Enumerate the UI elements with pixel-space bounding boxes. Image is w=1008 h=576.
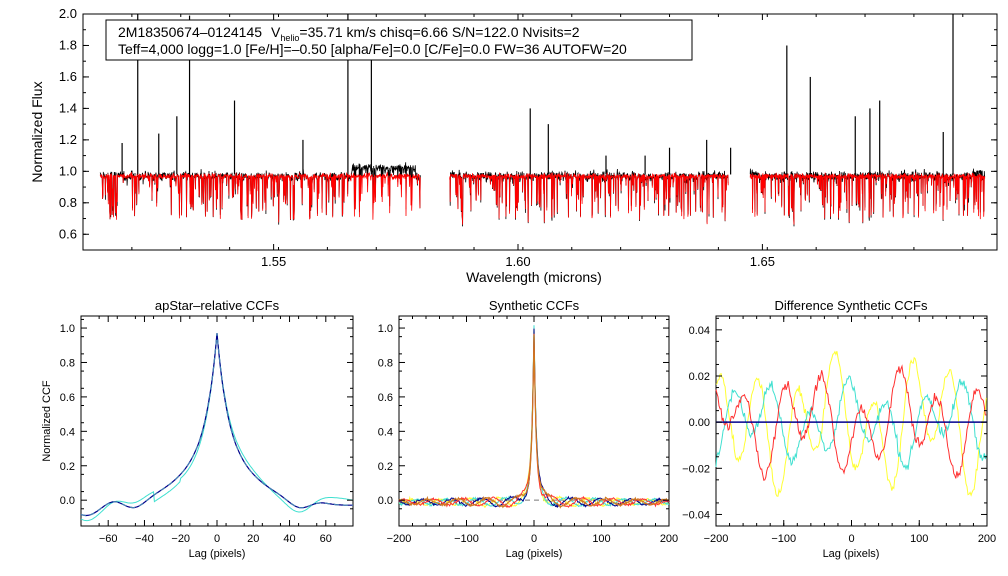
combined-ccf-line [80, 333, 353, 517]
difference-ccf-panel: −200 −100 0 100 200 −0.04 −0.02 0.00 0.02 0.04 Di… [682, 298, 996, 560]
x-tick-label: 0 [531, 533, 537, 545]
spectrum-frame [82, 13, 998, 251]
y-tick-label: 0.2 [60, 461, 75, 473]
x-tick-label: 1.65 [750, 254, 775, 269]
difference-ccf-frame [715, 315, 988, 527]
visit-2-ccf-line [80, 333, 354, 522]
y-tick-label: 1.0 [378, 323, 393, 335]
model-spectrum-line [449, 172, 729, 225]
apstar-ccf-x-label: Lag (pixels) [189, 548, 246, 560]
y-tick-label: 1.6 [59, 69, 77, 84]
info-line-1: 2M18350674–0124145 Vhelio=35.71 km/s chis… [118, 24, 580, 43]
visit-3-diff-line [715, 350, 987, 497]
apstar-ccf-axes: −60 −40 −20 0 20 40 60 0.0 0.2 0.4 0.6 0.8 1.0 [60, 316, 354, 545]
x-tick-label: 0 [214, 533, 220, 545]
spectrum-axes: 1.55 1.60 1.65 0.6 0.8 1.0 1.2 1.4 1.6 1.8 2.0 [59, 6, 997, 269]
x-tick-label: −60 [99, 533, 118, 545]
y-tick-label: 0.0 [60, 495, 75, 507]
y-tick-label: 0.0 [378, 495, 393, 507]
x-tick-label: 200 [978, 533, 996, 545]
model-spectrum-line [99, 171, 421, 223]
spectrum-chip-3-lines [749, 168, 986, 227]
y-tick-label: 1.0 [59, 163, 77, 178]
x-tick-label: 60 [320, 533, 332, 545]
model-spectrum-line [749, 172, 986, 225]
x-tick-label: −20 [171, 533, 190, 545]
x-tick-label: −200 [387, 533, 412, 545]
spectrum-x-label: Wavelength (microns) [466, 269, 602, 285]
y-tick-label: 0.00 [689, 417, 710, 429]
apstar-ccf-frame [80, 315, 354, 527]
y-tick-label: 0.04 [689, 325, 710, 337]
visit-1-ccf-line [80, 333, 353, 517]
mean-ccf-line [398, 335, 670, 509]
y-tick-label: 1.8 [59, 37, 77, 52]
observed-spectrum-line [99, 162, 421, 225]
difference-ccf-lines [715, 350, 987, 497]
x-tick-label: −200 [704, 533, 729, 545]
x-tick-label: −100 [771, 533, 796, 545]
y-tick-label: 0.4 [378, 426, 393, 438]
y-tick-label: 2.0 [59, 6, 77, 21]
synthetic-ccf-lines [398, 325, 670, 509]
x-tick-label: 1.60 [505, 254, 530, 269]
difference-ccf-x-label: Lag (pixels) [823, 548, 880, 560]
y-tick-label: 1.4 [59, 100, 77, 115]
y-tick-label: 0.6 [60, 392, 75, 404]
x-tick-label: 200 [660, 533, 678, 545]
apstar-ccf-lines [80, 333, 354, 522]
visit-4-ccf-line [398, 333, 670, 509]
spectrum-panel: 1.55 1.60 1.65 0.6 0.8 1.0 1.2 1.4 1.6 1.8 2.0 2M1… [29, 6, 998, 285]
y-tick-label: −0.04 [682, 509, 710, 521]
spectrum-chip-1-lines [99, 162, 421, 225]
info-line-2: Teff=4,000 logg=1.0 [Fe/H]=–0.50 [alpha/… [118, 41, 627, 57]
spectrum-y-label: Normalized Flux [29, 81, 45, 182]
synthetic-ccf-axes: −200 −100 0 100 200 0.0 0.2 0.4 0.6 0.8 1.0 [378, 316, 678, 545]
x-tick-label: 100 [910, 533, 928, 545]
y-tick-label: 0.8 [60, 357, 75, 369]
difference-ccf-axes: −200 −100 0 100 200 −0.04 −0.02 0.00 0.02 0.04 [682, 316, 996, 545]
spectrum-chip-2-lines [449, 168, 729, 227]
x-tick-label: −40 [135, 533, 154, 545]
y-tick-label: 0.2 [378, 461, 393, 473]
visit-4-diff-line [715, 364, 987, 481]
info-box [105, 19, 693, 61]
apstar-ccf-title: apStar–relative CCFs [155, 298, 280, 313]
x-tick-label: 0 [848, 533, 854, 545]
y-tick-label: 0.6 [59, 226, 77, 241]
y-tick-label: 0.02 [689, 371, 710, 383]
difference-ccf-title: Difference Synthetic CCFs [775, 298, 928, 313]
x-tick-label: 100 [592, 533, 610, 545]
synthetic-ccf-x-label: Lag (pixels) [506, 548, 563, 560]
y-tick-label: 0.8 [59, 195, 77, 210]
y-tick-label: 0.4 [60, 426, 75, 438]
apstar-ccf-y-label: Normalized CCF [41, 380, 53, 462]
synthetic-ccf-panel: −200 −100 0 100 200 0.0 0.2 0.4 0.6 0.8 1.0 Synthe… [378, 298, 678, 560]
y-tick-label: 0.8 [378, 357, 393, 369]
x-tick-label: −100 [454, 533, 479, 545]
x-tick-label: 1.55 [261, 254, 286, 269]
visit-2-diff-line [715, 375, 987, 471]
visit-2-ccf-line [398, 325, 670, 508]
synthetic-ccf-title: Synthetic CCFs [489, 298, 580, 313]
y-tick-label: 0.6 [378, 392, 393, 404]
y-tick-label: 1.2 [59, 132, 77, 147]
y-tick-label: −0.02 [682, 463, 710, 475]
x-tick-label: 20 [247, 533, 259, 545]
apstar-ccf-panel: −60 −40 −20 0 20 40 60 0.0 0.2 0.4 0.6 0.8 1.0 apSta… [41, 298, 354, 560]
x-tick-label: 40 [283, 533, 295, 545]
y-tick-label: 1.0 [60, 323, 75, 335]
spectrum-spikes [121, 14, 954, 175]
